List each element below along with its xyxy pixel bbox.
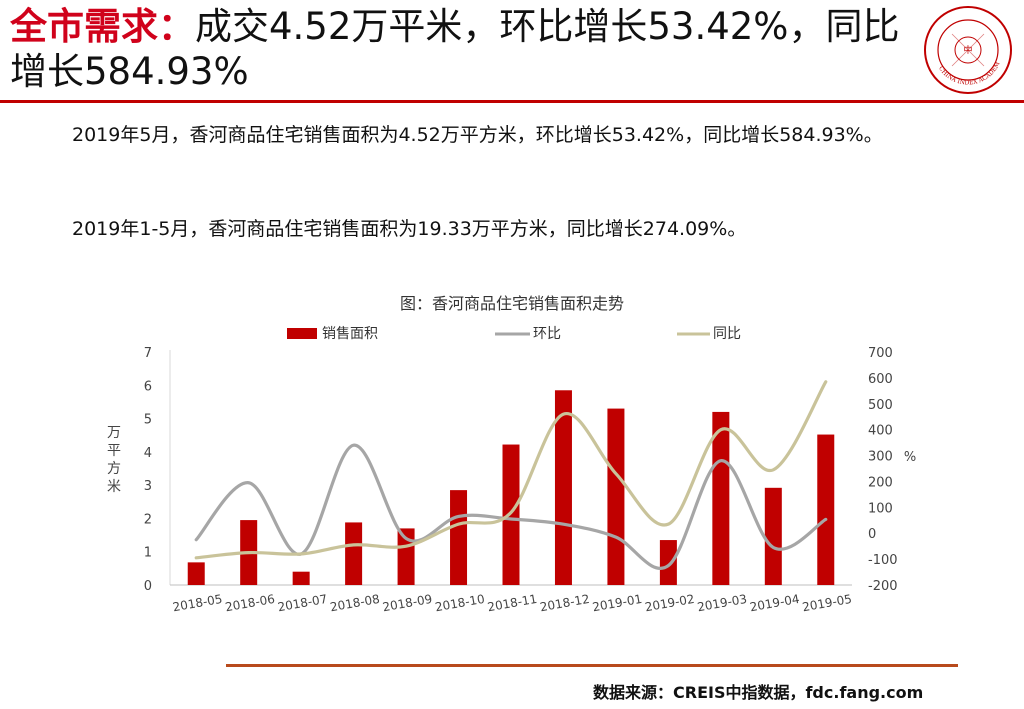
x-tick-label: 2018-07 bbox=[277, 592, 329, 614]
y-axis-label: 方 bbox=[107, 461, 121, 477]
y-tick-label: 0 bbox=[144, 579, 152, 594]
x-tick-label: 2018-11 bbox=[486, 592, 538, 614]
y-tick-label: 2 bbox=[144, 512, 152, 527]
y-tick-label: 3 bbox=[144, 479, 152, 494]
y2-tick-label: -200 bbox=[868, 579, 898, 594]
header-divider bbox=[0, 100, 1024, 103]
title-rest: 成交4.52万平米，环比增长53.42%，同比增长584.93% bbox=[10, 5, 900, 93]
y-tick-label: 1 bbox=[144, 546, 152, 561]
x-tick-label: 2018-09 bbox=[381, 592, 433, 614]
y2-tick-label: 600 bbox=[868, 372, 893, 387]
bar bbox=[712, 411, 730, 585]
bar bbox=[607, 408, 625, 585]
svg-text:中: 中 bbox=[963, 44, 972, 56]
x-tick-label: 2018-10 bbox=[434, 592, 486, 614]
y2-tick-label: 700 bbox=[868, 346, 893, 361]
bar bbox=[659, 540, 677, 585]
y-tick-label: 7 bbox=[144, 346, 152, 361]
bar bbox=[397, 528, 415, 585]
x-tick-label: 2019-02 bbox=[644, 592, 696, 614]
x-tick-label: 2018-08 bbox=[329, 592, 381, 614]
x-tick-label: 2018-12 bbox=[539, 592, 591, 614]
legend-label-mom: 环比 bbox=[533, 326, 561, 342]
paragraph-ytd: 2019年1-5月，香河商品住宅销售面积为19.33万平方米，同比增长274.0… bbox=[72, 218, 747, 240]
y2-tick-label: 100 bbox=[868, 501, 893, 516]
data-source: 数据来源：CREIS中指数据，fdc.fang.com bbox=[593, 683, 924, 702]
y-axis-label: 万 bbox=[107, 425, 121, 441]
bar bbox=[292, 571, 310, 585]
y-tick-label: 4 bbox=[144, 446, 152, 461]
bar bbox=[764, 487, 782, 585]
y-axis-label: 米 bbox=[107, 479, 121, 495]
y2-tick-label: 500 bbox=[868, 398, 893, 413]
page-title: 全市需求：成交4.52万平米，环比增长53.42%，同比增长584.93% bbox=[10, 4, 900, 94]
x-tick-label: 2018-06 bbox=[224, 592, 276, 614]
x-tick-label: 2019-05 bbox=[801, 592, 853, 614]
bar bbox=[450, 490, 468, 585]
x-tick-label: 2019-04 bbox=[749, 592, 801, 614]
y2-tick-label: 0 bbox=[868, 527, 876, 542]
series-line-yoy bbox=[194, 380, 828, 560]
china-index-academy-logo: 中 CHINA INDEX ACADEMY bbox=[922, 4, 1012, 94]
x-tick-label: 2019-03 bbox=[696, 592, 748, 614]
y-axis-label: 平 bbox=[107, 443, 121, 459]
y-tick-label: 6 bbox=[144, 379, 152, 394]
x-tick-label: 2018-05 bbox=[172, 592, 224, 614]
x-tick-label: 2019-01 bbox=[591, 592, 643, 614]
paragraph-monthly: 2019年5月，香河商品住宅销售面积为4.52万平方米，环比增长53.42%，同… bbox=[72, 124, 883, 146]
bar bbox=[554, 390, 572, 585]
legend-label-bar: 销售面积 bbox=[322, 326, 378, 342]
bar bbox=[345, 522, 363, 585]
y2-axis-label: % bbox=[904, 450, 916, 465]
bar bbox=[187, 562, 205, 585]
bar bbox=[817, 434, 835, 585]
title-highlight: 全市需求： bbox=[10, 5, 195, 48]
y2-tick-label: 300 bbox=[868, 450, 893, 465]
y2-tick-label: -100 bbox=[868, 553, 898, 568]
y2-tick-label: 400 bbox=[868, 424, 893, 439]
footer-divider bbox=[226, 664, 958, 667]
chart-title: 图：香河商品住宅销售面积走势 bbox=[399, 294, 624, 313]
y-tick-label: 5 bbox=[144, 413, 152, 428]
legend-label-yoy: 同比 bbox=[713, 326, 741, 342]
y2-tick-label: 200 bbox=[868, 475, 893, 490]
legend-swatch-bar bbox=[287, 328, 317, 339]
